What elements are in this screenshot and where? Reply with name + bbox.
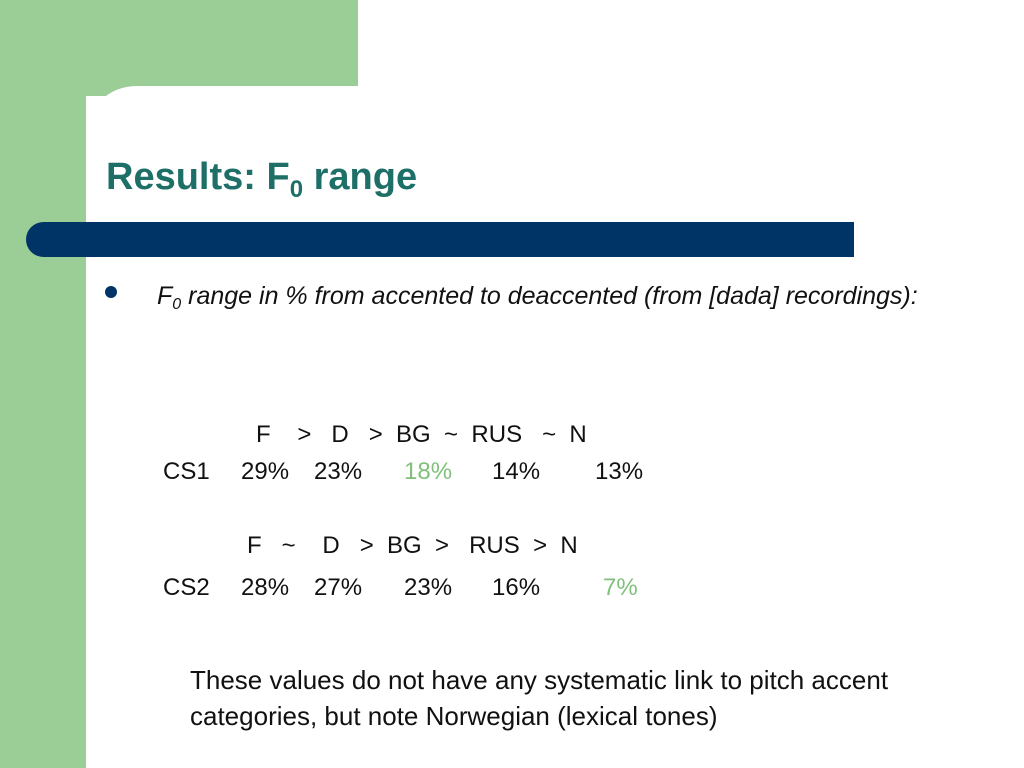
bullet-icon [105, 286, 117, 298]
cs1-order-header: F > D > BG ~ RUS ~ N [256, 421, 587, 448]
cs1-label: CS1 [163, 458, 210, 485]
green-background-left [0, 0, 86, 768]
cs2-value-bg: 23% [404, 574, 453, 601]
cs1-value-n: 13% [595, 458, 644, 485]
title-subscript: 0 [289, 176, 304, 203]
cs2-value-n: 7% [603, 574, 638, 601]
cs2-value-f: 28% [241, 574, 290, 601]
cs1-value-bg: 18% [404, 458, 453, 485]
content-panel [86, 86, 1024, 768]
title-divider-bar [26, 222, 854, 257]
title-rest: range [303, 156, 418, 198]
cs2-order-header: F ~ D > BG > RUS > N [247, 532, 578, 559]
cs1-value-d: 23% [314, 458, 363, 485]
conclusion-note: These values do not have any systematic … [190, 665, 889, 731]
bullet-f: F [157, 282, 173, 310]
cs2-value-d: 27% [314, 574, 363, 601]
cs2-value-rus: 16% [492, 574, 541, 601]
bullet-body: range in % from accented to deaccented (… [181, 282, 918, 310]
cs2-label: CS2 [163, 574, 210, 601]
bullet-subscript: 0 [172, 296, 182, 313]
cs1-value-f: 29% [241, 458, 290, 485]
title-main: Results: F [106, 156, 290, 198]
slide-title: Results: F0 range [106, 156, 418, 202]
bullet-text: F0 range in % from accented to deaccente… [157, 273, 957, 319]
cs1-value-rus: 14% [492, 458, 541, 485]
